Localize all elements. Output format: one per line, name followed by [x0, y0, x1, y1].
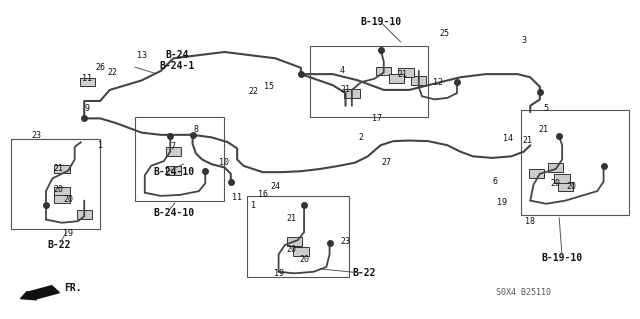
Bar: [54, 195, 70, 204]
Bar: [293, 247, 308, 256]
Text: 8: 8: [193, 125, 198, 134]
FancyArrow shape: [20, 286, 60, 300]
Bar: [548, 163, 563, 172]
Text: B-19-10: B-19-10: [360, 17, 401, 27]
Text: B-24-10: B-24-10: [153, 167, 194, 177]
Bar: [344, 89, 360, 98]
Text: 19: 19: [273, 269, 284, 278]
Text: 20: 20: [551, 179, 561, 188]
Text: 20: 20: [286, 245, 296, 254]
Text: B-22: B-22: [47, 240, 70, 250]
Text: 21: 21: [522, 136, 532, 145]
Text: 19: 19: [497, 198, 507, 207]
Bar: [376, 67, 392, 75]
Text: 4: 4: [340, 66, 345, 76]
Text: 21: 21: [538, 125, 548, 134]
Text: 17: 17: [372, 114, 382, 123]
Bar: [398, 68, 413, 77]
Text: 22: 22: [108, 68, 118, 77]
Text: 15: 15: [264, 82, 274, 91]
Text: 11: 11: [83, 74, 92, 83]
Text: 9: 9: [85, 104, 90, 113]
Text: 24: 24: [270, 182, 280, 191]
Text: 5: 5: [544, 104, 548, 113]
Bar: [554, 174, 570, 183]
Text: B-24-10: B-24-10: [153, 208, 194, 218]
Text: 21: 21: [286, 213, 296, 222]
Text: 1: 1: [98, 141, 102, 150]
Text: 10: 10: [220, 158, 229, 167]
Text: 12: 12: [433, 78, 443, 86]
Text: 21: 21: [54, 165, 64, 174]
Bar: [166, 147, 181, 156]
Text: 19: 19: [63, 229, 74, 238]
Text: 27: 27: [382, 158, 392, 167]
Bar: [54, 165, 70, 174]
Text: 20: 20: [54, 185, 64, 194]
Text: 3: 3: [522, 36, 527, 45]
Text: 23: 23: [340, 237, 351, 246]
Text: 16: 16: [258, 190, 268, 199]
Text: 20: 20: [566, 182, 577, 191]
Text: 18: 18: [525, 217, 535, 226]
Text: 11: 11: [232, 193, 242, 202]
Text: 7: 7: [171, 142, 176, 151]
Text: 14: 14: [503, 134, 513, 144]
Text: 1: 1: [251, 201, 255, 210]
Bar: [389, 74, 404, 83]
Bar: [166, 166, 181, 175]
Bar: [287, 237, 302, 246]
Text: B-22: B-22: [353, 268, 376, 278]
Bar: [80, 78, 95, 86]
Text: 20: 20: [63, 195, 74, 204]
Text: 6: 6: [493, 177, 498, 186]
Text: 21: 21: [340, 85, 351, 94]
Bar: [557, 182, 573, 191]
Text: 23: 23: [31, 131, 42, 140]
Text: S0X4 B25110: S0X4 B25110: [497, 288, 552, 298]
Text: 2: 2: [359, 133, 364, 142]
Bar: [310, 46, 428, 117]
Bar: [135, 117, 225, 201]
Bar: [54, 187, 70, 196]
Text: 20: 20: [299, 255, 309, 263]
Text: B-24: B-24: [165, 50, 188, 60]
Text: B-19-10: B-19-10: [541, 253, 582, 263]
Bar: [521, 110, 629, 215]
Bar: [411, 76, 426, 85]
Bar: [246, 196, 349, 277]
Text: 25: 25: [439, 28, 449, 38]
Text: 21: 21: [398, 70, 408, 78]
Text: B-24-1: B-24-1: [159, 61, 195, 71]
Bar: [529, 169, 544, 178]
Text: 22: 22: [248, 87, 258, 96]
Bar: [77, 211, 92, 219]
Bar: [11, 139, 100, 229]
Text: FR.: FR.: [64, 283, 81, 293]
Text: 26: 26: [95, 63, 105, 72]
Text: 13: 13: [136, 51, 147, 60]
